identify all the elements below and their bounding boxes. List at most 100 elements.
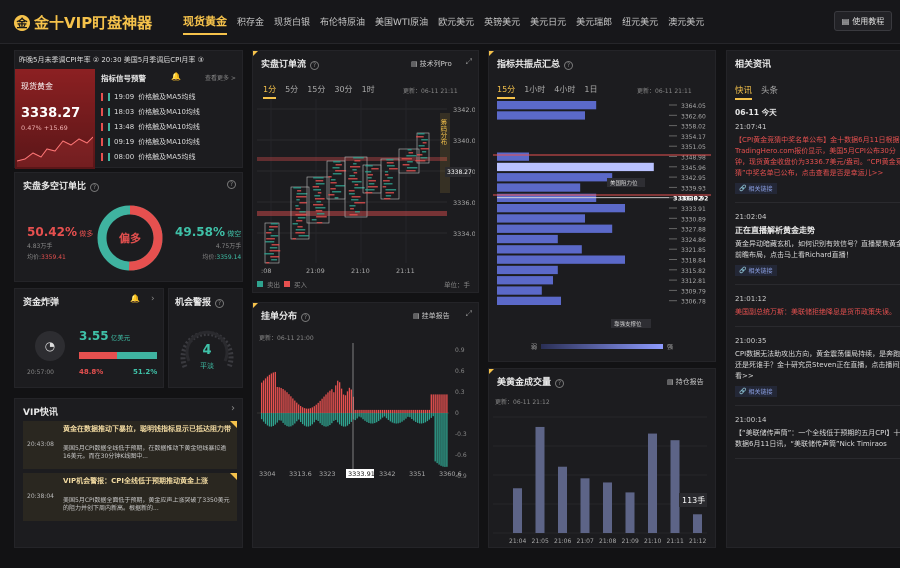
consensus-bar[interactable] [497,276,553,284]
tab-1[interactable]: 头条 [761,84,778,100]
corner-mark [230,421,237,428]
help-icon[interactable]: ? [555,379,564,388]
nav-item-3[interactable]: 布伦特原油 [320,15,365,29]
consensus-bar[interactable] [497,173,612,181]
related-link-button[interactable]: 🔗 相关链接 [735,265,777,276]
consensus-bar[interactable] [497,183,580,191]
chevron-right-icon[interactable]: › [231,403,235,414]
volume-bar[interactable] [648,434,657,533]
volume-bar[interactable] [513,488,522,533]
consensus-bar[interactable] [497,256,625,264]
consensus-level: 3364.05 [681,103,706,110]
signal-row[interactable]: 19:09 价格触及MA5均线 [101,89,241,104]
consensus-bar[interactable] [497,214,585,222]
pending-report-button[interactable]: ▤ 挂单报告 [413,311,450,321]
bomb-amount: 3.55 [79,329,109,343]
buy-swatch [284,281,290,287]
volume-bar[interactable] [536,427,545,533]
vip-item[interactable]: 20:38:04 VIP机会警报：CPI全线低于预期推动黄金上涨 美国5月CPI数据… [23,473,237,521]
volume-bar[interactable] [603,482,612,533]
nav-item-5[interactable]: 欧元美元 [438,15,474,29]
help-icon[interactable]: ? [215,299,224,308]
orderflow-updated: 更新：06-11 21:11 [403,86,458,95]
pending-y-tick: 0 [455,410,459,417]
consensus-bar[interactable] [497,153,529,161]
tab-1[interactable]: 5分 [285,84,298,99]
nav-item-1[interactable]: 积存金 [237,15,264,29]
vip-item[interactable]: 20:43:08 黄金在数据推动下暴拉，聪明钱指标显示已抵达阻力带 美国5月CPI数… [23,421,237,469]
pending-x-tick: 3304 [259,470,276,478]
help-icon[interactable]: ? [223,179,236,189]
volume-bar[interactable] [558,467,567,533]
consensus-bar[interactable] [497,225,612,233]
volume-bar[interactable] [671,440,680,533]
nav-item-7[interactable]: 美元日元 [530,15,566,29]
tutorial-button[interactable]: ▤ 使用教程 [834,11,892,31]
app-logo[interactable]: 金 金十VIP盯盘神器 [14,12,152,33]
bell-icon[interactable]: 🔔 [130,294,140,303]
consensus-bar[interactable] [497,245,582,253]
consensus-bar[interactable] [497,286,542,294]
nav-item-0[interactable]: 现货黄金 [183,13,227,29]
sell-legend: 卖出 [267,279,280,289]
consensus-bar[interactable] [497,204,625,212]
pro-button[interactable]: ▤ 技术列Pro [411,59,452,69]
chip-distribution-label[interactable]: 筹码分布 [439,118,447,147]
orderflow-legend: 卖出 买入 [257,279,307,289]
signal-row[interactable]: 18:03 价格触及MA10均线 [101,104,241,119]
nav-item-2[interactable]: 现货白银 [274,15,310,29]
signals-more-link[interactable]: 查看更多 > [205,73,236,82]
nav-item-4[interactable]: 美国WTI原油 [375,15,428,29]
news-item[interactable]: 21:00:35 CPI数据无法助攻出方向，黄金震荡僵局持续，是奔跑还是死谁手？金… [735,337,900,406]
consensus-bar[interactable] [497,101,596,109]
spot-title: 现货黄金 [21,81,53,92]
related-link-button[interactable]: 🔗 相关链接 [735,183,777,194]
tab-0[interactable]: 快讯 [735,84,752,100]
tab-4[interactable]: 1时 [362,84,375,99]
signal-row[interactable]: 09:19 价格触及MA10均线 [101,134,241,149]
signal-text: 价格触及MA5均线 [138,92,195,102]
volume-bar[interactable] [626,492,635,533]
consensus-bar[interactable] [497,266,558,274]
consensus-bar[interactable] [497,163,654,171]
orderflow-chart: 3342.03340.03338.03336.03334.0:0821:0921… [257,99,475,277]
related-link-button[interactable]: 🔗 相关链接 [735,386,777,397]
news-item[interactable]: 21:02:04 正在直播解析黄金走势 黄金异动暗藏玄机，如何识别有效信号？直播聚焦… [735,213,900,285]
signal-row[interactable]: 13:48 价格触及MA10均线 [101,119,241,134]
tab-3[interactable]: 1日 [584,84,597,99]
bell-icon[interactable]: 🔔 [171,72,181,81]
news-item[interactable]: 21:01:12 美国副总统万斯：美联储拒绝降息是货币政策失误。 [735,295,900,327]
position-report-button[interactable]: ▤ 持仓报告 [667,377,704,387]
volume-x-tick: 21:09 [622,538,639,545]
help-icon[interactable]: ? [564,61,573,70]
orderflow-x-tick: 21:09 [306,267,325,275]
nav-item-9[interactable]: 纽元美元 [622,15,658,29]
tab-2[interactable]: 15分 [307,84,325,99]
consensus-bar[interactable] [497,111,585,119]
tab-1[interactable]: 1小时 [524,84,545,99]
consensus-bar[interactable] [497,235,558,243]
help-icon[interactable]: ? [301,313,310,322]
help-icon[interactable]: ? [310,61,319,70]
volume-bar[interactable] [581,478,590,533]
news-item[interactable]: 21:00:14 【“美联储传声筒”：一个全线低于预期的五月CPI】十数据6月11… [735,416,900,459]
nav-item-6[interactable]: 英镑美元 [484,15,520,29]
tab-0[interactable]: 15分 [497,84,515,99]
signal-time: 09:19 [114,138,134,146]
news-item[interactable]: 21:07:41 【CPI黄金竞猜中奖名单公布】金十数据6月11日根据Tradin… [735,123,900,203]
chevron-right-icon[interactable]: › [151,294,155,304]
consensus-bar[interactable] [497,297,561,305]
tab-3[interactable]: 30分 [334,84,352,99]
tab-0[interactable]: 1分 [263,84,276,99]
signal-row[interactable]: 08:00 价格触及MA5均线 [101,149,241,164]
nav-item-10[interactable]: 澳元美元 [668,15,704,29]
book-icon: ▤ [842,17,850,26]
expand-icon[interactable]: ⤢ [466,309,472,319]
event-ticker[interactable]: 昨晚5月未季调CPI年率 ② 20:30 美国5月季调后CPI月率 ③ [19,55,204,65]
help-icon[interactable]: ? [90,183,99,192]
spot-gold-card[interactable]: 现货黄金 3338.27 0.47% +15.69 [15,69,95,169]
nav-item-8[interactable]: 美元瑞郎 [576,15,612,29]
expand-icon[interactable]: ⤢ [466,57,472,67]
tab-2[interactable]: 4小时 [554,84,575,99]
volume-bar[interactable] [693,514,702,533]
